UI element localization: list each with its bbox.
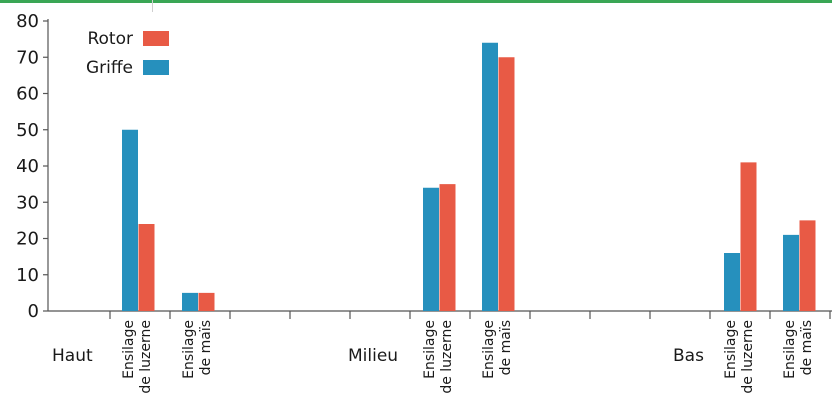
legend-label-0: Rotor <box>87 29 133 49</box>
category-label-line2-1-1: de maïs <box>498 320 514 375</box>
legend-label-1: Griffe <box>86 58 133 78</box>
category-label-line1-2-1: Ensilage <box>782 320 798 379</box>
y-tick-label-4: 40 <box>16 156 39 177</box>
bar-griffe-2-0 <box>724 253 740 311</box>
category-label-line2-0-0: de luzerne <box>138 320 154 394</box>
top-tick <box>152 0 153 12</box>
category-label-line2-1-0: de luzerne <box>439 320 455 394</box>
legend-swatch-0 <box>143 31 169 46</box>
bar-rotor-1-1 <box>498 57 515 311</box>
y-tick-label-1: 10 <box>16 265 39 286</box>
group-label-1: Milieu <box>348 346 398 366</box>
top-rule <box>0 0 832 3</box>
category-label-line2-0-1: de maïs <box>198 320 214 375</box>
bar-rotor-0-1 <box>198 292 215 311</box>
x-axis: Haut Ensilage de luzerne Ensilage de maïs Mil… <box>48 310 832 394</box>
category-label-line1-2-0: Ensilage <box>723 320 739 379</box>
category-label-line1-0-0: Ensilage <box>121 320 137 379</box>
bar-rotor-2-1 <box>799 220 816 311</box>
y-tick-label-6: 60 <box>16 84 39 105</box>
legend-swatch-1 <box>143 60 169 75</box>
group-label-0: Haut <box>52 346 93 366</box>
bar-rotor-0-0 <box>138 224 155 311</box>
bar-rotor-2-0 <box>740 162 757 311</box>
category-label-line2-2-1: de maïs <box>799 320 815 375</box>
y-tick-label-7: 70 <box>16 47 39 68</box>
bar-griffe-0-0 <box>122 129 138 311</box>
bar-rotor-1-0 <box>439 184 456 311</box>
category-label-line1-0-1: Ensilage <box>181 320 197 379</box>
y-tick-label-5: 50 <box>16 120 39 141</box>
category-label-line2-2-0: de luzerne <box>740 320 756 394</box>
bar-griffe-0-1 <box>182 292 198 311</box>
group-label-2: Bas <box>673 346 704 366</box>
y-axis: 0 10 20 30 40 50 60 70 80 <box>16 11 49 322</box>
y-tick-label-8: 80 <box>16 11 39 32</box>
y-tick-label-0: 0 <box>28 301 39 322</box>
y-tick-label-2: 20 <box>16 229 39 250</box>
bar-griffe-1-0 <box>423 187 439 311</box>
bar-griffe-2-1 <box>783 234 799 311</box>
y-tick-label-3: 30 <box>16 192 39 213</box>
bars <box>122 42 816 311</box>
category-label-line1-1-1: Ensilage <box>481 320 497 379</box>
category-label-line1-1-0: Ensilage <box>422 320 438 379</box>
bar-griffe-1-1 <box>482 42 498 311</box>
legend: Rotor Griffe <box>86 29 169 78</box>
